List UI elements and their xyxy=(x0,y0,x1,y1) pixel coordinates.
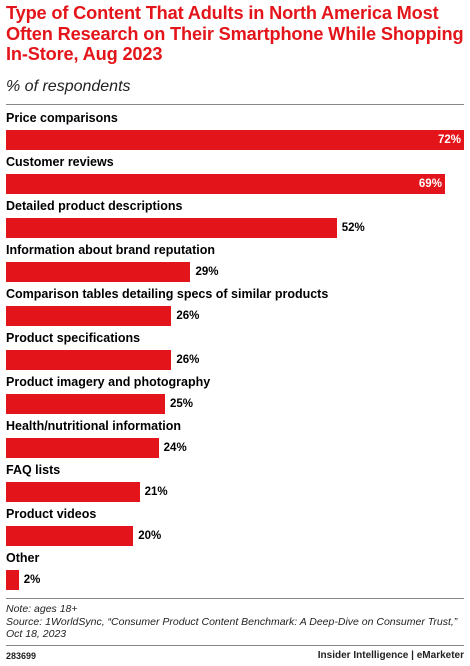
bar xyxy=(6,130,464,150)
category-label: Product imagery and photography xyxy=(6,375,211,389)
bar xyxy=(6,482,140,502)
value-label: 26% xyxy=(176,354,200,366)
category-label: Health/nutritional information xyxy=(6,419,181,433)
brand-separator: | xyxy=(408,650,417,661)
chart-title: Type of Content That Adults in North Ame… xyxy=(6,3,464,64)
value-label: 20% xyxy=(138,530,162,542)
bar xyxy=(6,306,172,326)
category-label: Price comparisons xyxy=(6,111,118,125)
value-label: 25% xyxy=(170,398,194,410)
value-label: 26% xyxy=(176,310,200,322)
footer-divider xyxy=(6,645,464,646)
category-label: Information about brand reputation xyxy=(6,243,216,257)
bar xyxy=(6,394,166,414)
source-text: Source: 1WorldSync, “Consumer Product Co… xyxy=(6,615,458,641)
category-label: Other xyxy=(6,551,40,565)
note-text: Note: ages 18+ xyxy=(6,603,78,615)
bar xyxy=(6,438,159,458)
value-label: 52% xyxy=(341,222,365,234)
bar xyxy=(6,262,191,282)
value-label: 2% xyxy=(23,574,41,586)
bar xyxy=(6,570,19,590)
value-label: 72% xyxy=(438,134,462,146)
bottom-divider xyxy=(6,598,464,599)
category-label: Product videos xyxy=(6,507,97,521)
category-label: Customer reviews xyxy=(6,155,114,169)
top-divider xyxy=(6,104,464,105)
category-label: Product specifications xyxy=(6,331,141,345)
chart-subtitle: % of respondents xyxy=(6,78,131,95)
value-label: 29% xyxy=(195,266,219,278)
chart-id: 283699 xyxy=(6,651,37,661)
category-label: Comparison tables detailing specs of sim… xyxy=(6,287,329,301)
value-label: 21% xyxy=(144,486,168,498)
value-label: 69% xyxy=(418,178,442,190)
bar xyxy=(6,218,337,238)
bar xyxy=(6,526,134,546)
category-label: FAQ lists xyxy=(6,463,61,477)
brand-emarketer: eMarketer xyxy=(416,650,464,661)
brand-insider-intelligence: Insider Intelligence xyxy=(317,650,409,661)
bar-chart: Price comparisons 72% Customer reviews 69% D… xyxy=(0,110,470,600)
bar xyxy=(6,350,172,370)
value-label: 24% xyxy=(163,442,187,454)
category-label: Detailed product descriptions xyxy=(6,199,183,213)
bar xyxy=(6,174,445,194)
brand-credit: Insider Intelligence | eMarketer xyxy=(318,650,464,661)
footnote: Note: ages 18+ Source: 1WorldSync, “Cons… xyxy=(6,603,461,641)
